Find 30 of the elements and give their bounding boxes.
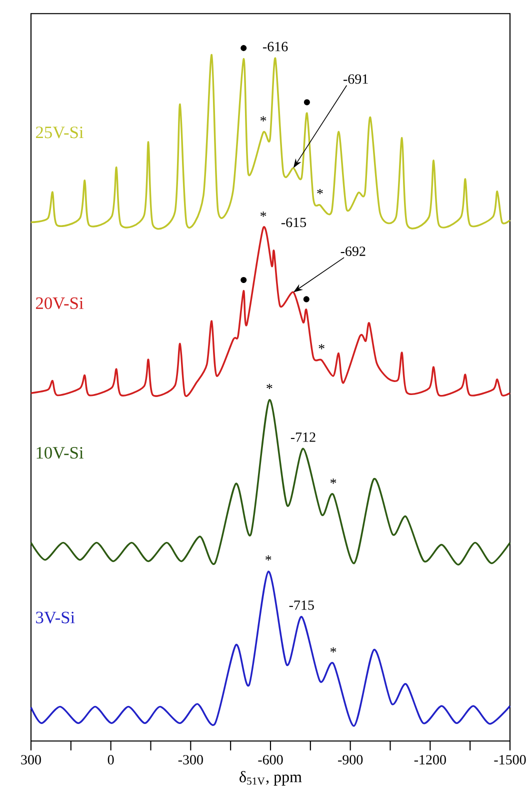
x-tick-label: -300: [178, 755, 203, 764]
x-tick-label: -900: [338, 755, 363, 764]
annotation: -715: [289, 600, 314, 610]
x-tick-label: -600: [258, 755, 283, 764]
text: 25V-Si: [36, 126, 84, 138]
annotation: *: [260, 116, 266, 122]
x-tick-label: 0: [108, 755, 114, 764]
x-tick-label: 300: [21, 755, 41, 764]
annotation: ●: [303, 296, 310, 302]
annotation: *: [266, 384, 272, 389]
x-tick-label: -1500: [494, 755, 526, 764]
x-tick-label: -1200: [414, 755, 446, 764]
annotation: *: [330, 647, 336, 652]
annotation: ●: [304, 99, 310, 106]
text: 3V-Si: [36, 612, 75, 624]
annotation: -616: [262, 42, 288, 52]
annotation: -691: [344, 74, 368, 84]
annotation: ●: [240, 45, 247, 52]
annotation: *: [330, 478, 336, 484]
text: 20V-Si: [36, 297, 84, 310]
x-axis-title: δ$_{51V}$, ppm: [240, 770, 302, 786]
annotation: -712: [290, 432, 316, 442]
annotation: *: [318, 344, 324, 350]
annotation: *: [266, 555, 272, 561]
annotation: *: [260, 212, 266, 217]
annotation: -615: [281, 218, 306, 228]
annotation: -692: [340, 246, 366, 256]
annotation: ●: [240, 276, 247, 283]
annotation: *: [317, 189, 323, 194]
text: 10V-Si: [36, 446, 84, 459]
